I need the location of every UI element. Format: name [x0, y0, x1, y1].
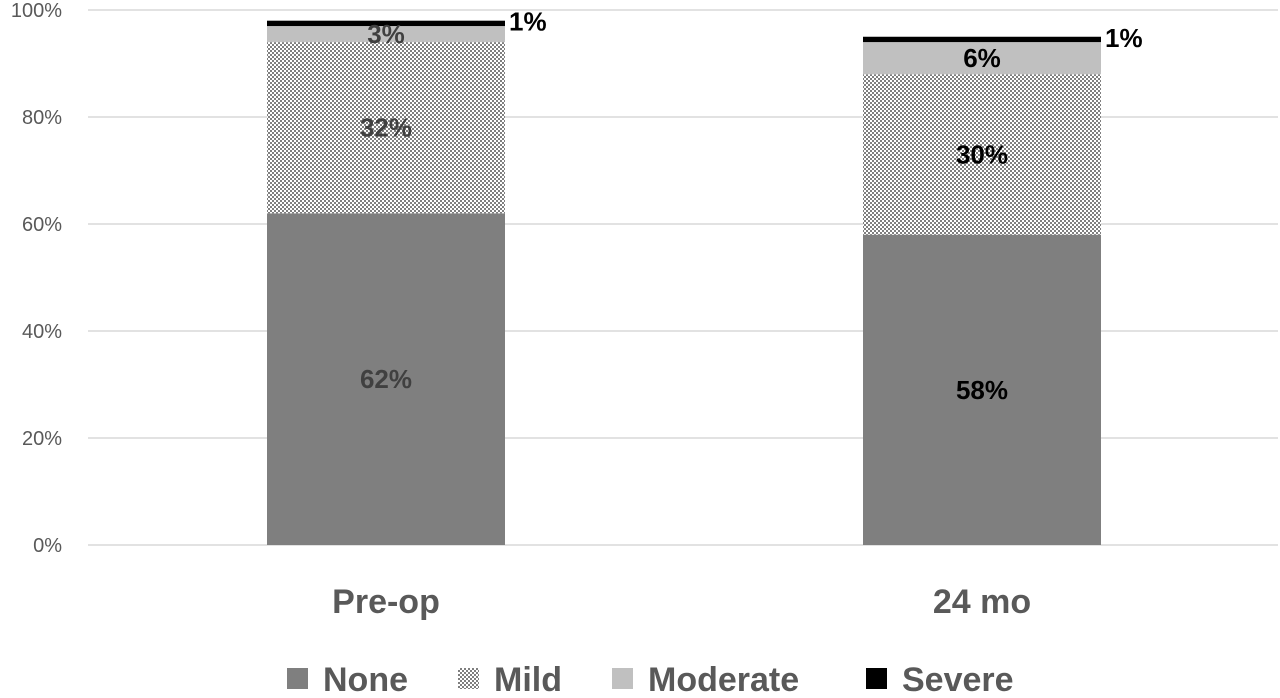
legend-swatch-severe — [866, 668, 887, 689]
data-labels: 62% 32% 3% 1% 58% 30% 6% 1% — [360, 7, 1143, 405]
data-label: 1% — [509, 7, 547, 37]
bar-segment-none — [267, 213, 505, 546]
legend-label: Severe — [902, 661, 1014, 693]
legend-swatch-mild — [458, 668, 479, 689]
data-label: 3% — [367, 19, 405, 49]
y-tick-label: 20% — [22, 428, 62, 450]
bar-segment-severe — [267, 20, 505, 27]
y-tick-label: 60% — [22, 214, 62, 236]
legend-label: Mild — [494, 661, 562, 693]
y-tick-label: 0% — [33, 535, 62, 557]
data-label: 1% — [1105, 23, 1143, 53]
bar-segment-mild — [267, 42, 505, 214]
y-tick-label: 80% — [22, 107, 62, 129]
data-label: 6% — [963, 43, 1001, 73]
legend-swatch-moderate — [612, 668, 633, 689]
bar-segment-moderate — [863, 42, 1101, 75]
legend: None Mild Moderate Severe — [287, 661, 1014, 698]
bar-segment-moderate — [267, 26, 505, 43]
y-tick-label: 100% — [11, 0, 62, 22]
data-label: 58% — [956, 375, 1008, 405]
bar-segment-mild — [863, 74, 1101, 235]
y-tick-label: 40% — [22, 321, 62, 343]
data-label: 32% — [360, 113, 412, 143]
legend-label: Moderate — [648, 661, 799, 693]
bar-segment-none — [863, 234, 1101, 545]
data-label: 62% — [360, 364, 412, 394]
x-category-label: Pre-op — [332, 583, 440, 621]
x-axis-categories: Pre-op 24 mo — [332, 583, 1031, 621]
legend-swatch-none — [287, 668, 308, 689]
x-category-label: 24 mo — [933, 583, 1031, 621]
legend-label: None — [323, 661, 408, 693]
data-label: 30% — [956, 139, 1008, 169]
bars — [267, 20, 1101, 546]
y-axis-ticks: 0% 20% 40% 60% 80% 100% — [11, 0, 62, 557]
bar-segment-severe — [863, 36, 1101, 43]
